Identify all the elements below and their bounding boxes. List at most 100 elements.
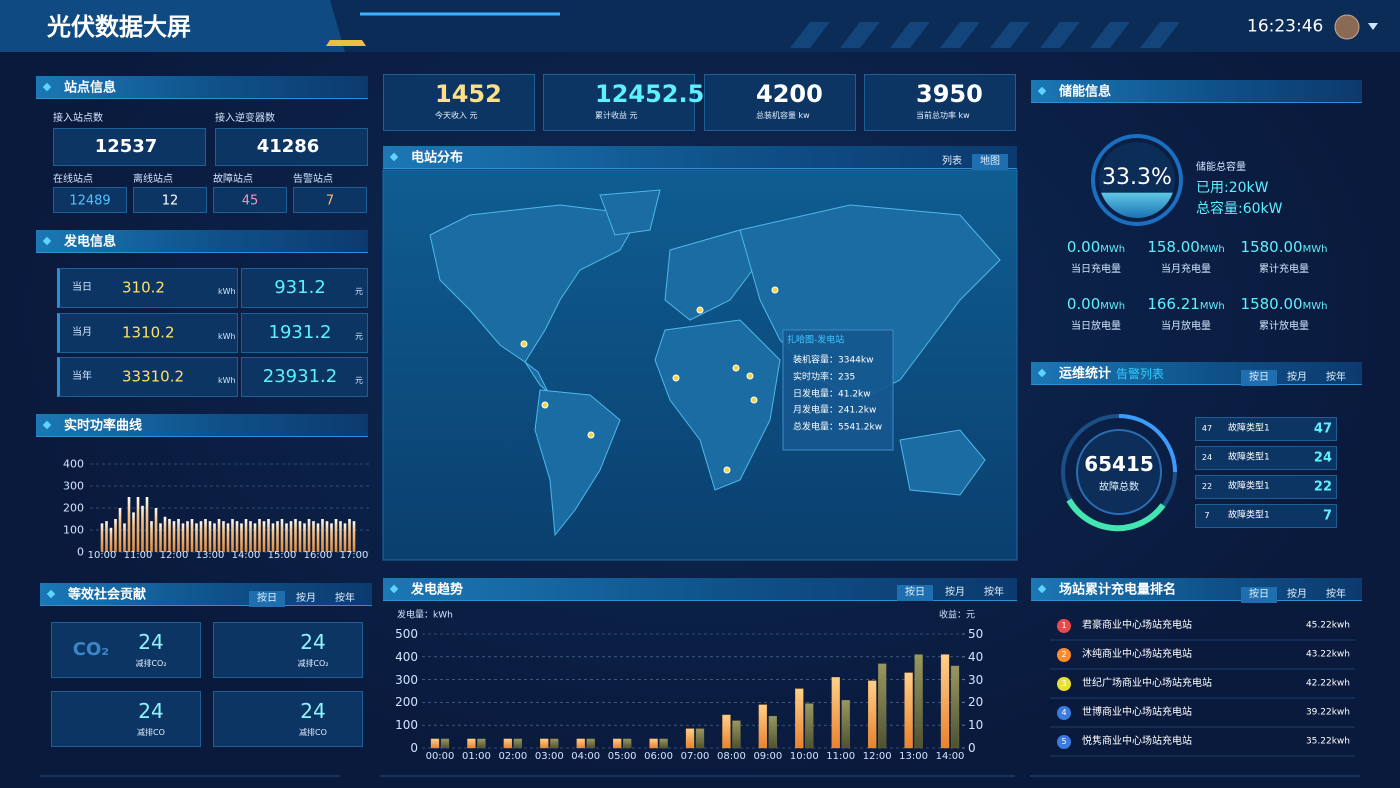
stat-value: 0.00MWh bbox=[1067, 296, 1125, 312]
stat-label: 当月充电量 bbox=[1161, 264, 1211, 275]
y-tick-label: 0 bbox=[77, 545, 84, 559]
row-card bbox=[57, 357, 238, 397]
unit: kWh bbox=[218, 287, 236, 296]
tab-active-bg bbox=[1241, 370, 1277, 386]
ring-arc bbox=[1118, 414, 1177, 473]
card bbox=[213, 622, 363, 678]
unit: 元 bbox=[355, 376, 363, 385]
stat-unit: MWh bbox=[1100, 244, 1126, 255]
bar bbox=[280, 519, 284, 552]
tab[interactable]: 按月 bbox=[945, 587, 965, 598]
card bbox=[215, 128, 368, 166]
tab[interactable]: 按月 bbox=[296, 593, 316, 604]
x-tick-label: 10:00 bbox=[87, 550, 117, 561]
bar bbox=[649, 738, 658, 749]
fault-badge-count: 47 bbox=[1201, 424, 1213, 433]
stat-number: 166.21 bbox=[1147, 295, 1200, 313]
bar bbox=[768, 715, 778, 749]
panel-title: 运维统计 bbox=[1059, 366, 1112, 381]
bar bbox=[685, 728, 695, 749]
value: 41286 bbox=[256, 136, 320, 157]
card bbox=[293, 187, 367, 213]
bar bbox=[267, 519, 270, 552]
period: 当年 bbox=[72, 371, 92, 382]
page-title: 光伏数据大屏 bbox=[47, 13, 191, 41]
bar bbox=[550, 738, 559, 749]
bar bbox=[307, 519, 311, 552]
panel-header bbox=[383, 146, 1017, 169]
stat-label: 当日充电量 bbox=[1071, 264, 1121, 275]
tab[interactable]: 按年 bbox=[984, 587, 1004, 598]
bar bbox=[217, 519, 221, 552]
panel-title: 发电趋势 bbox=[411, 582, 464, 597]
fault-row bbox=[1195, 446, 1337, 470]
period: 当日 bbox=[72, 282, 92, 293]
bar bbox=[732, 720, 741, 749]
bar bbox=[316, 523, 320, 552]
kpi-label: 今天收入 元 bbox=[435, 111, 478, 120]
avatar[interactable] bbox=[1334, 14, 1360, 40]
rank-value: 39.22kwh bbox=[1305, 707, 1350, 718]
bar bbox=[294, 519, 297, 552]
bar bbox=[136, 497, 140, 552]
kpi-value: 12452.5 bbox=[595, 80, 705, 108]
rank-number: 3 bbox=[1061, 679, 1067, 688]
bar bbox=[758, 704, 768, 749]
tab[interactable]: 按月 bbox=[1287, 589, 1307, 600]
label: 接入逆变器数 bbox=[215, 113, 275, 124]
rank-name: 世纪广场商业中心场站充电站 bbox=[1082, 678, 1212, 689]
kpi-label: 累计收益 元 bbox=[595, 111, 638, 120]
tab[interactable]: 按日 bbox=[905, 587, 925, 598]
x-tick-label: 17:00 bbox=[339, 550, 369, 561]
y-axis-label: 发电量：kWh bbox=[397, 610, 453, 621]
social-value: 24 bbox=[300, 630, 326, 654]
bar bbox=[312, 521, 315, 552]
avatar-caret[interactable] bbox=[1368, 23, 1378, 30]
x-tick-label: 08:00 bbox=[717, 751, 746, 762]
capacity-total: 总容量:60kW bbox=[1196, 201, 1283, 217]
income: 931.2 bbox=[274, 277, 326, 298]
map-tooltip bbox=[782, 329, 894, 451]
y2-tick-label: 40 bbox=[968, 649, 984, 664]
tab[interactable]: 列表 bbox=[942, 156, 962, 167]
tab[interactable]: 按月 bbox=[1287, 372, 1307, 383]
tab[interactable]: 按年 bbox=[335, 593, 355, 604]
panel-header bbox=[36, 76, 368, 99]
title-plate bbox=[0, 0, 345, 52]
bar bbox=[878, 663, 887, 749]
bar bbox=[118, 508, 122, 552]
y-tick-label: 400 bbox=[63, 457, 84, 471]
bar bbox=[114, 519, 117, 552]
bar bbox=[163, 516, 167, 552]
stat-value: 166.21MWh bbox=[1147, 296, 1224, 312]
kpi-value: 1452 bbox=[435, 80, 502, 108]
energy: 310.2 bbox=[122, 278, 165, 297]
panel-subtitle: 告警列表 bbox=[1116, 366, 1165, 381]
tab[interactable]: 按日 bbox=[1249, 372, 1269, 383]
x-tick-label: 14:00 bbox=[231, 550, 261, 561]
bar bbox=[235, 521, 239, 552]
tooltip-line: 实时功率：235 bbox=[793, 372, 856, 383]
income: 1931.2 bbox=[268, 321, 332, 343]
status-value: 12 bbox=[161, 193, 179, 209]
fault-count: 7 bbox=[1322, 508, 1332, 524]
gauge-ring bbox=[1091, 134, 1183, 226]
kpi-label: 总装机容量 kw bbox=[756, 111, 810, 120]
fault-label: 故障类型1 bbox=[1228, 510, 1270, 521]
tab[interactable]: 按日 bbox=[1249, 589, 1269, 600]
bar bbox=[695, 728, 705, 749]
bar bbox=[132, 512, 135, 552]
tab[interactable]: 地图 bbox=[980, 156, 1000, 167]
tab[interactable]: 按日 bbox=[257, 593, 277, 604]
fault-label: 故障类型1 bbox=[1228, 452, 1270, 463]
y-tick-label: 200 bbox=[63, 501, 84, 515]
bar bbox=[795, 688, 804, 749]
tab[interactable]: 按年 bbox=[1326, 589, 1346, 600]
rank-name: 世博商业中心场站充电站 bbox=[1082, 707, 1192, 718]
bar bbox=[303, 523, 306, 552]
panel-title: 场站累计充电量排名 bbox=[1059, 582, 1177, 597]
bar bbox=[168, 519, 171, 552]
rank-number: 2 bbox=[1061, 650, 1067, 659]
y-tick-label: 500 bbox=[395, 627, 418, 641]
tab[interactable]: 按年 bbox=[1326, 372, 1346, 383]
